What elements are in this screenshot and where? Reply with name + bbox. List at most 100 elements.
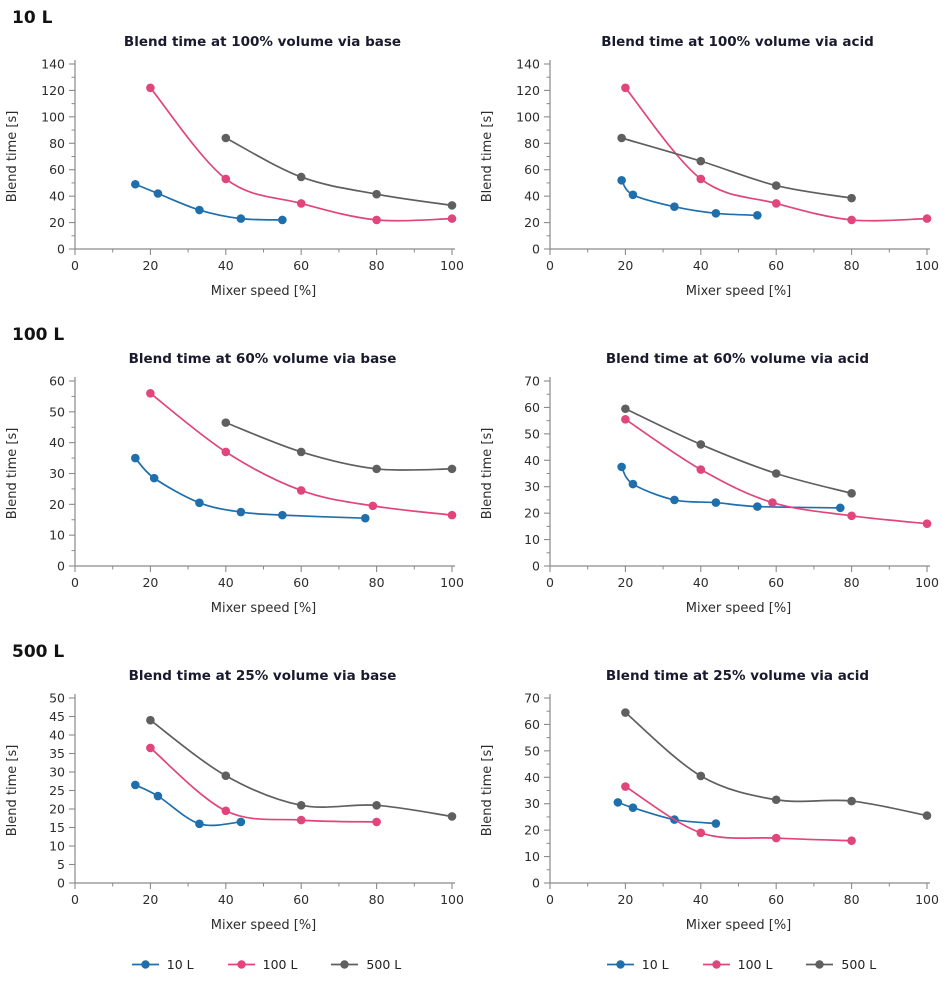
svg-text:40: 40 (49, 728, 65, 743)
svg-text:0: 0 (546, 575, 554, 590)
svg-text:20: 20 (142, 575, 158, 590)
svg-text:Mixer speed [%]: Mixer speed [%] (211, 284, 317, 297)
svg-text:20: 20 (524, 823, 540, 838)
legend-marker-100l-icon (227, 960, 255, 969)
legend-row: 10 L 100 L 500 L 10 L 100 L 500 L (0, 957, 950, 972)
legend-label: 10 L (641, 957, 669, 972)
svg-text:80: 80 (524, 136, 540, 151)
svg-text:80: 80 (369, 575, 385, 590)
svg-text:40: 40 (218, 575, 234, 590)
chart-cell-25pct-acid: Blend time at 25% volume via acid 0 20 40 6… (475, 666, 950, 931)
chart-cell-60pct-acid: Blend time at 60% volume via acid 0 20 40 6… (475, 349, 950, 614)
svg-text:40: 40 (49, 435, 65, 450)
svg-text:140: 140 (516, 57, 540, 72)
svg-text:100: 100 (915, 258, 939, 273)
svg-text:60: 60 (524, 162, 540, 177)
svg-text:0: 0 (71, 892, 79, 907)
svg-text:50: 50 (49, 404, 65, 419)
chart-title: Blend time at 25% volume via base (128, 668, 397, 684)
svg-text:60: 60 (293, 892, 309, 907)
svg-text:20: 20 (617, 892, 633, 907)
svg-text:20: 20 (142, 892, 158, 907)
svg-text:15: 15 (49, 820, 65, 835)
svg-text:120: 120 (41, 83, 65, 98)
svg-text:60: 60 (768, 258, 784, 273)
svg-text:40: 40 (693, 258, 709, 273)
legend-item-10l: 10 L (606, 957, 669, 972)
svg-text:Blend time [s]: Blend time [s] (5, 111, 20, 203)
svg-text:100: 100 (440, 258, 464, 273)
svg-text:40: 40 (218, 892, 234, 907)
svg-text:20: 20 (617, 575, 633, 590)
svg-text:80: 80 (49, 136, 65, 151)
svg-text:5: 5 (57, 857, 65, 872)
legend-marker-100l-icon (702, 960, 730, 969)
chart-title: Blend time at 60% volume via acid (605, 351, 870, 367)
line-chart-25pct-base: 0 20 40 60 80 100 0 5 10 15 20 25 30 35 40 45 50 Mixer sp… (5, 691, 464, 932)
legend-label: 500 L (366, 957, 402, 972)
legend-label: 500 L (841, 957, 877, 972)
svg-text:70: 70 (524, 374, 540, 389)
svg-text:25: 25 (49, 783, 65, 798)
svg-text:20: 20 (49, 497, 65, 512)
svg-text:30: 30 (524, 479, 540, 494)
svg-text:100: 100 (440, 575, 464, 590)
legend-label: 100 L (262, 957, 298, 972)
svg-text:50: 50 (49, 691, 65, 706)
svg-text:140: 140 (41, 57, 65, 72)
row-label-100l: 100 L (12, 325, 65, 345)
legend-item-100l: 100 L (702, 957, 773, 972)
svg-text:Blend time [s]: Blend time [s] (5, 745, 20, 837)
line-chart-100pct-acid: 0 20 40 60 80 100 0 20 40 60 80 100 120 140 Mixer spee… (480, 57, 939, 298)
svg-text:Mixer speed [%]: Mixer speed [%] (686, 918, 792, 931)
svg-text:0: 0 (532, 876, 540, 891)
svg-text:35: 35 (49, 746, 65, 761)
legend-item-500l: 500 L (806, 957, 876, 972)
svg-text:70: 70 (524, 691, 540, 706)
row-label-10l: 10 L (12, 8, 53, 28)
svg-text:0: 0 (71, 575, 79, 590)
legend-label: 100 L (737, 957, 773, 972)
chart-title: Blend time at 25% volume via acid (605, 668, 870, 684)
svg-text:60: 60 (293, 575, 309, 590)
svg-text:60: 60 (524, 400, 540, 415)
legend-marker-10l-icon (606, 960, 634, 969)
svg-text:80: 80 (844, 258, 860, 273)
line-chart-60pct-base: 0 20 40 60 80 100 0 10 20 30 40 50 60 Mixer speed [%]… (5, 374, 464, 615)
svg-text:40: 40 (218, 258, 234, 273)
chart-title: Blend time at 100% volume via base (123, 34, 402, 50)
chart-title: Blend time at 100% volume via acid (601, 34, 874, 50)
legend-item-500l: 500 L (331, 957, 401, 972)
svg-text:0: 0 (532, 242, 540, 257)
legend-item-10l: 10 L (131, 957, 194, 972)
svg-text:0: 0 (546, 892, 554, 907)
chart-cell-25pct-base: Blend time at 25% volume via base 0 20 40 6… (0, 666, 475, 931)
svg-text:60: 60 (768, 892, 784, 907)
svg-text:40: 40 (524, 189, 540, 204)
svg-text:Mixer speed [%]: Mixer speed [%] (686, 601, 792, 614)
svg-text:60: 60 (293, 258, 309, 273)
svg-text:10: 10 (524, 849, 540, 864)
svg-text:80: 80 (369, 258, 385, 273)
svg-text:100: 100 (915, 892, 939, 907)
svg-text:0: 0 (546, 258, 554, 273)
svg-text:50: 50 (524, 743, 540, 758)
svg-text:45: 45 (49, 709, 65, 724)
svg-text:Mixer speed [%]: Mixer speed [%] (211, 601, 317, 614)
svg-text:100: 100 (440, 892, 464, 907)
svg-text:80: 80 (844, 575, 860, 590)
line-chart-25pct-acid: 0 20 40 60 80 100 0 10 20 30 40 50 60 70 Mixer speed [… (480, 691, 939, 932)
line-chart-60pct-acid: 0 20 40 60 80 100 0 10 20 30 40 50 60 70 Mixer speed [… (480, 374, 939, 615)
legend-right: 10 L 100 L 500 L (475, 957, 950, 972)
svg-text:0: 0 (532, 559, 540, 574)
svg-text:40: 40 (524, 770, 540, 785)
svg-text:20: 20 (617, 258, 633, 273)
svg-text:10: 10 (524, 532, 540, 547)
svg-text:Blend time [s]: Blend time [s] (5, 428, 20, 520)
svg-text:20: 20 (524, 215, 540, 230)
chart-cell-100pct-acid: Blend time at 100% volume via acid 0 20 40… (475, 32, 950, 297)
svg-text:40: 40 (524, 453, 540, 468)
svg-text:20: 20 (142, 258, 158, 273)
line-chart-100pct-base: 0 20 40 60 80 100 0 20 40 60 80 100 120 140 Mixer spee… (5, 57, 464, 298)
legend-marker-10l-icon (131, 960, 159, 969)
